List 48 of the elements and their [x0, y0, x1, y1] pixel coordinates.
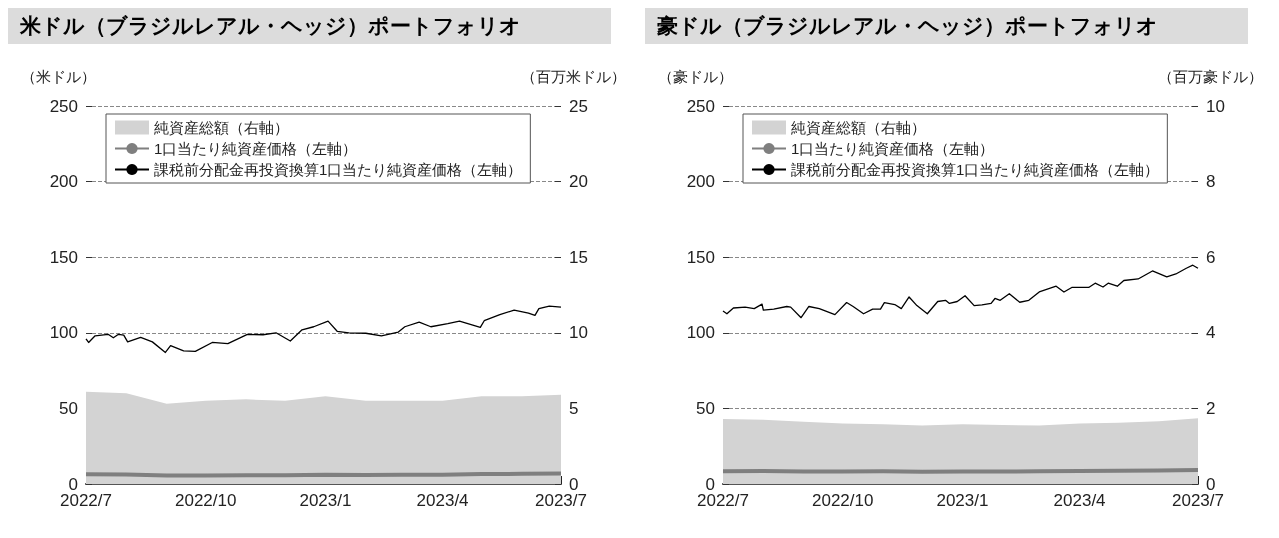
y2-axis-title: （百万米ドル）: [521, 68, 626, 85]
legend-label: 純資産総額（右軸）: [791, 119, 926, 136]
y-tick-label: 50: [696, 398, 715, 418]
x-tick-label: 2022/10: [175, 491, 237, 510]
y-axis-title: （豪ドル）: [658, 68, 733, 85]
y-tick-label: 150: [686, 247, 715, 267]
line-series: [722, 264, 1199, 319]
y2-tick-label: 0: [1206, 474, 1216, 494]
y2-tick-label: 2: [1206, 398, 1216, 418]
line-series: [85, 305, 562, 354]
y-axis-title: （米ドル）: [21, 68, 96, 85]
y-tick-label: 250: [686, 96, 715, 116]
legend-label: 課税前分配金再投資換算1口当たり純資産価格（左軸）: [791, 161, 1160, 178]
legend-label: 1口当たり純資産価格（左軸）: [154, 140, 358, 157]
chart-title: 米ドル（ブラジルレアル・ヘッジ）ポートフォリオ: [8, 8, 611, 44]
y-tick-label: 100: [686, 323, 715, 343]
y2-tick-label: 5: [569, 398, 579, 418]
y-tick-label: 150: [49, 247, 78, 267]
y-tick-label: 200: [686, 172, 715, 192]
x-tick-label: 2023/4: [416, 491, 469, 510]
y2-axis-title: （百万豪ドル）: [1158, 68, 1263, 85]
y2-tick-label: 15: [569, 247, 588, 267]
y2-tick-label: 0: [569, 474, 579, 494]
y2-tick-label: 25: [569, 96, 588, 116]
y2-tick-label: 10: [1206, 96, 1225, 116]
x-tick-label: 2023/7: [535, 491, 587, 510]
y-tick-label: 250: [49, 96, 78, 116]
y-tick-label: 50: [59, 398, 78, 418]
y2-tick-label: 4: [1206, 323, 1216, 343]
y-tick-label: 0: [68, 474, 78, 494]
x-tick-label: 2022/10: [812, 491, 874, 510]
legend-label: 純資産総額（右軸）: [154, 119, 289, 136]
legend-label: 課税前分配金再投資換算1口当たり純資産価格（左軸）: [154, 161, 523, 178]
y2-tick-label: 6: [1206, 247, 1216, 267]
x-tick-label: 2023/1: [299, 491, 352, 510]
chart-title: 豪ドル（ブラジルレアル・ヘッジ）ポートフォリオ: [645, 8, 1248, 44]
y-tick-label: 100: [49, 323, 78, 343]
y-tick-label: 0: [705, 474, 715, 494]
y2-tick-label: 10: [569, 323, 588, 343]
y2-tick-label: 8: [1206, 172, 1216, 192]
legend-label: 1口当たり純資産価格（左軸）: [791, 140, 995, 157]
y-tick-label: 200: [49, 172, 78, 192]
x-tick-label: 2023/7: [1172, 491, 1224, 510]
x-tick-label: 2022/7: [60, 491, 112, 510]
x-tick-label: 2023/1: [936, 491, 989, 510]
y2-tick-label: 20: [569, 172, 588, 192]
x-tick-label: 2023/4: [1053, 491, 1106, 510]
x-tick-label: 2022/7: [697, 491, 749, 510]
